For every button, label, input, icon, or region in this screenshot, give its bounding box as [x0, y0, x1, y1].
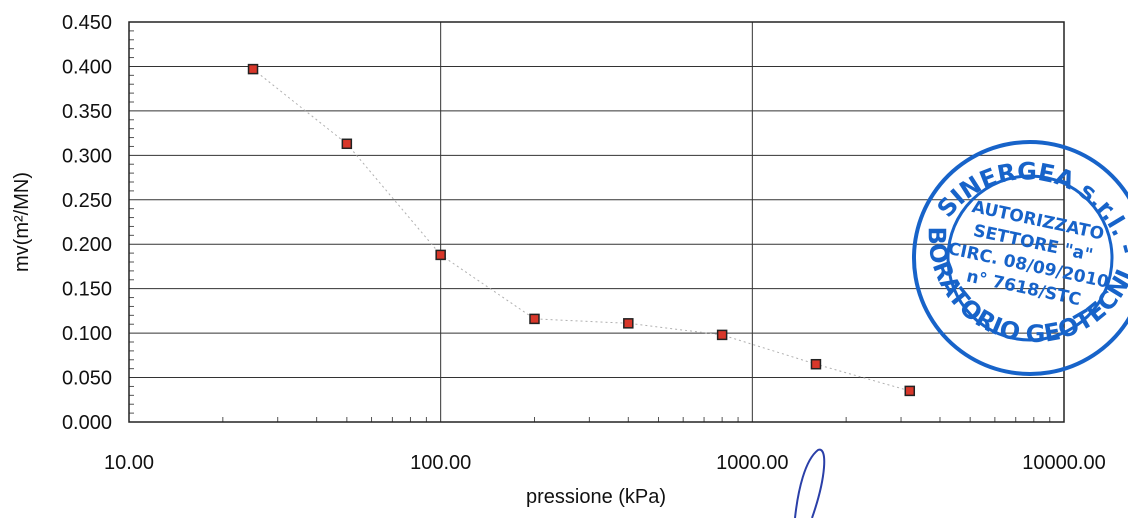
x-tick-label: 10000.00: [1022, 452, 1105, 474]
data-points: [247, 63, 916, 397]
data-point: [247, 63, 259, 75]
series-dotted-line: [252, 68, 910, 392]
x-tick-label: 10.00: [104, 452, 154, 474]
data-point: [810, 358, 822, 370]
y-tick-label: 0.100: [62, 323, 112, 345]
signature-stroke: [794, 448, 826, 518]
minor-ticks: [129, 30, 1051, 422]
x-tick-label: 100.00: [410, 452, 471, 474]
data-point: [435, 249, 446, 261]
y-tick-label: 0.200: [62, 234, 112, 256]
y-tick-label: 0.300: [62, 145, 112, 167]
x-tick-labels: 10.00 100.00 1000.00 10000.00: [104, 452, 1106, 474]
data-point: [623, 318, 634, 329]
y-tick-label: 0.150: [62, 279, 112, 301]
y-tick-label: 0.450: [62, 12, 112, 34]
data-point: [529, 313, 540, 325]
x-tick-label: 1000.00: [716, 452, 788, 474]
y-tick-label: 0.050: [62, 368, 112, 390]
stamp-inner-ring: [946, 174, 1114, 342]
y-tick-label: 0.000: [62, 412, 112, 434]
plot-frame: [128, 21, 1065, 423]
laboratory-stamp: SINERGEA s.r.l. - LABORATORIO GEOTECNICO…: [0, 0, 1128, 376]
x-axis-title: pressione (kPa): [526, 486, 666, 508]
data-point: [904, 385, 916, 397]
stamp-outer-ring: [912, 140, 1128, 376]
data-point: [341, 138, 353, 150]
y-tick-label: 0.400: [62, 56, 112, 78]
data-point: [716, 329, 728, 341]
y-tick-label: 0.250: [62, 190, 112, 212]
y-tick-labels: 0.000 0.050 0.100 0.150 0.200 0.250 0.300 0.350…: [62, 12, 112, 434]
y-axis-title: mv(m²/MN): [11, 172, 33, 272]
y-tick-label: 0.350: [62, 101, 112, 123]
